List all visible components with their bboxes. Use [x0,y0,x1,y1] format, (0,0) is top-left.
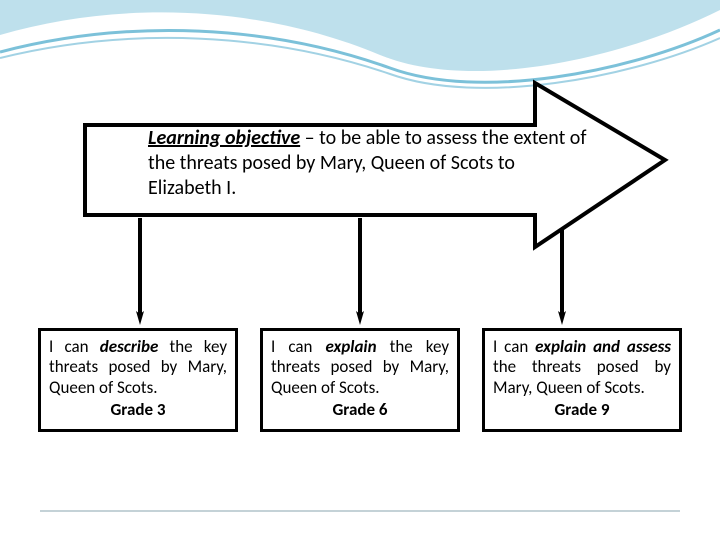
grade-boxes-row: I can describe the key threats posed by … [0,328,720,432]
grade-box-6: I can explain the key threats posed by M… [260,328,460,432]
wave-decoration [0,0,720,110]
box1-grade: Grade 3 [49,400,227,420]
box3-keyword: explain and assess [535,336,671,357]
box1-prefix: I can [49,336,100,357]
box2-keyword: explain [326,336,377,357]
box2-prefix: I can [271,336,326,357]
grade-box-3: I can describe the key threats posed by … [38,328,238,432]
box2-grade: Grade 6 [271,400,449,420]
box1-keyword: describe [100,336,159,357]
box3-grade: Grade 9 [493,400,671,420]
objective-label: Learning objective [148,126,300,150]
footer-divider [40,510,680,512]
learning-objective-text: Learning objective – to be able to asses… [148,126,588,201]
box3-suffix: the threats posed by Mary, Queen of Scot… [493,356,671,397]
connector-arrows [0,0,720,540]
slide-root: Learning objective – to be able to asses… [0,0,720,540]
grade-box-9: I can explain and assess the threats pos… [482,328,682,432]
box3-prefix: I can [493,336,535,357]
